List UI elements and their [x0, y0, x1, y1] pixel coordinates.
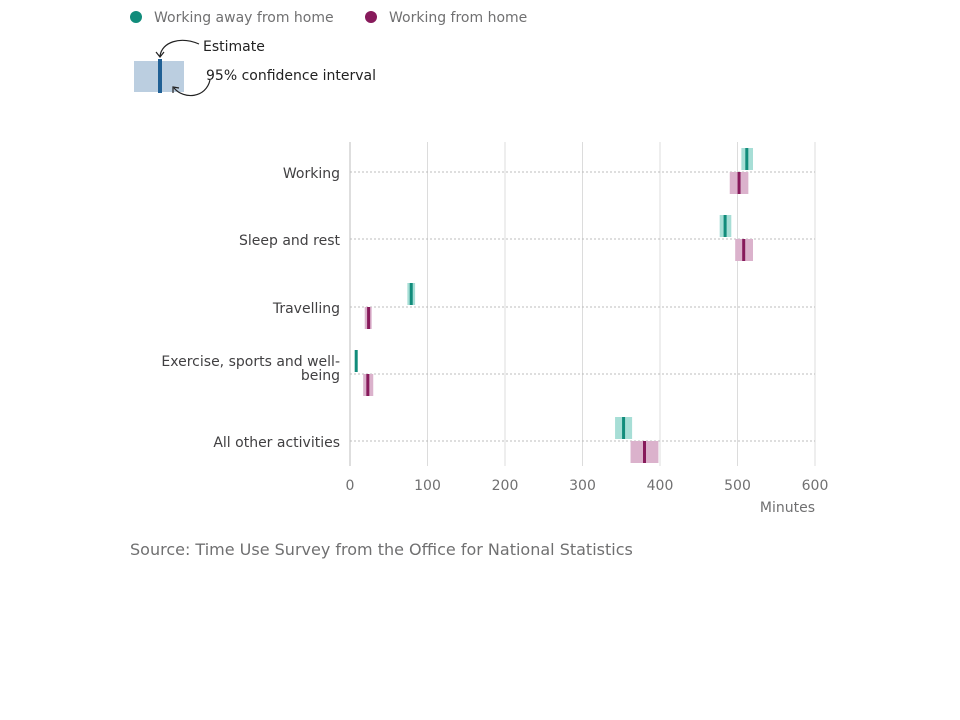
- estimate-away: [723, 215, 727, 237]
- estimate-home: [643, 441, 646, 463]
- x-tick-label: 500: [724, 478, 751, 494]
- x-tick-label: 600: [802, 478, 829, 494]
- legend: Working away from home Working from home: [130, 10, 527, 26]
- estimate-home: [367, 307, 371, 329]
- key: Estimate 95% confidence interval: [134, 39, 376, 97]
- category-lines: [350, 171, 815, 442]
- category-label: Travelling: [272, 301, 340, 317]
- category-label: All other activities: [213, 435, 340, 451]
- estimate-away: [745, 148, 749, 170]
- category-label: Sleep and rest: [239, 233, 340, 249]
- key-ci-label: 95% confidence interval: [206, 68, 376, 84]
- category-labels: Working Sleep and rest Travelling Exercise,…: [161, 166, 340, 451]
- estimate-home: [366, 374, 370, 396]
- estimate-home: [737, 172, 741, 194]
- legend-marker-away: [130, 11, 142, 23]
- x-axis-ticks: 0 100 200 300 400 500 600: [346, 478, 829, 494]
- key-estimate-arrow: [159, 39, 200, 57]
- gridlines: [349, 142, 816, 466]
- key-estimate-line: [158, 59, 162, 93]
- estimate-away: [354, 350, 358, 372]
- x-axis-title: Minutes: [760, 500, 815, 516]
- legend-label-away: Working away from home: [154, 10, 334, 26]
- category-label: Working: [283, 166, 340, 182]
- key-estimate-arrowhead: [155, 51, 165, 58]
- x-tick-label: 200: [492, 478, 519, 494]
- source-note: Source: Time Use Survey from the Office …: [130, 540, 633, 559]
- estimate-home: [742, 239, 746, 261]
- x-tick-label: 100: [414, 478, 441, 494]
- key-estimate-label: Estimate: [203, 39, 265, 55]
- x-tick-label: 0: [346, 478, 355, 494]
- key-ci-arrowhead: [172, 86, 180, 93]
- legend-label-home: Working from home: [389, 10, 527, 26]
- key-ci-arrow: [173, 79, 211, 97]
- x-tick-label: 300: [569, 478, 596, 494]
- category-label: Exercise, sports and well-being: [161, 354, 340, 384]
- marks: [354, 148, 753, 463]
- x-tick-label: 400: [647, 478, 674, 494]
- estimate-away: [409, 283, 413, 305]
- legend-marker-home: [365, 11, 377, 23]
- estimate-away: [622, 417, 626, 439]
